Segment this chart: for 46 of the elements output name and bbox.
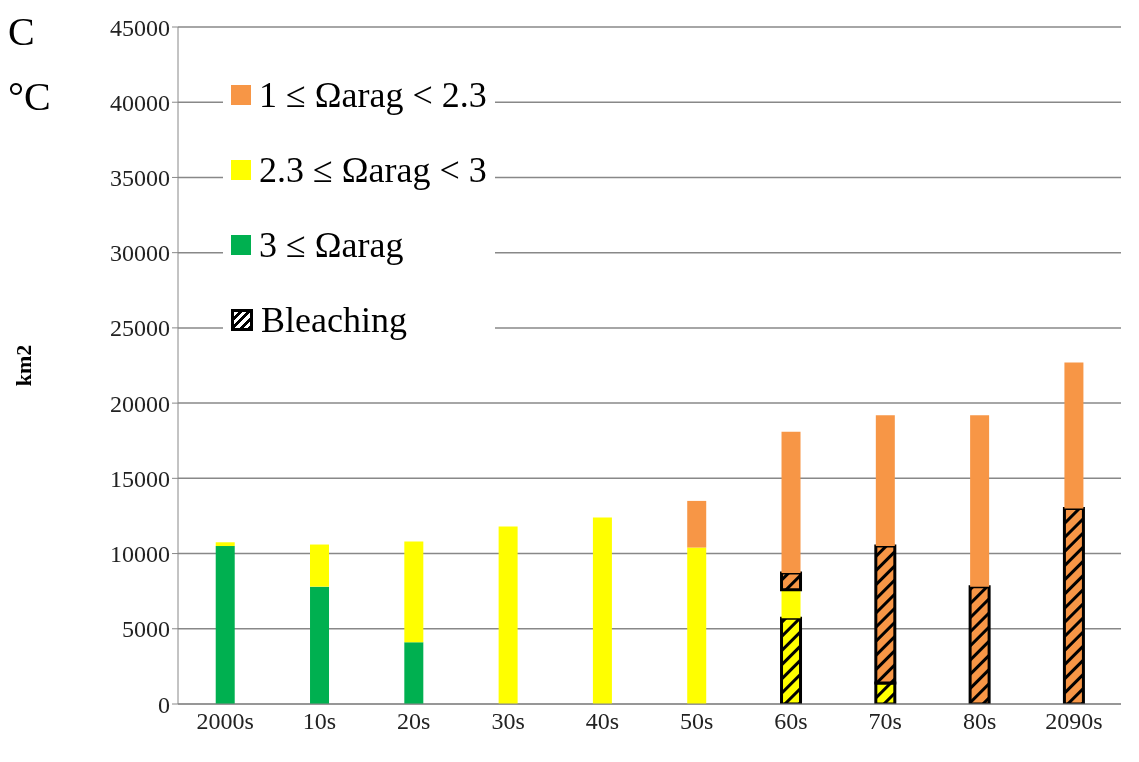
y-tick-label: 25000	[110, 315, 170, 342]
bar	[310, 544, 330, 587]
legend-label: Bleaching	[261, 298, 407, 341]
y-tick-label: 45000	[110, 14, 170, 41]
x-tick-label: 20s	[397, 708, 431, 735]
bar	[592, 517, 612, 704]
y-tick-label: 35000	[110, 164, 170, 191]
legend-label: 2.3 ≤ Ωarag < 3	[259, 148, 487, 191]
legend-label: 3 ≤ Ωarag	[259, 223, 404, 266]
x-tick-label: 50s	[679, 708, 714, 735]
bar	[1064, 362, 1084, 509]
x-tick-label: 30s	[491, 708, 525, 735]
bar	[215, 546, 235, 704]
y-tick-label: 0	[158, 691, 170, 718]
bar	[215, 542, 235, 547]
bar	[970, 415, 990, 587]
bar	[1062, 506, 1085, 704]
bar	[310, 586, 330, 704]
text: C	[8, 9, 35, 54]
y-tick-label: 5000	[122, 616, 170, 643]
y-tick-label: 40000	[110, 89, 170, 116]
x-tick-label: 2000s	[196, 708, 254, 735]
x-tick-label: 80s	[962, 708, 997, 735]
bar	[780, 616, 803, 704]
bar	[404, 642, 424, 704]
x-tick-label: 40s	[585, 708, 620, 735]
bar	[781, 431, 801, 574]
x-tick-label: 70s	[868, 708, 902, 735]
y-tick-label: 30000	[110, 240, 170, 267]
x-tick-label: 60s	[774, 708, 808, 735]
x-tick-label: 2090s	[1045, 708, 1103, 735]
bar	[968, 585, 991, 704]
y-tick-label: 20000	[110, 390, 170, 417]
y-axis-title: km2	[10, 344, 36, 387]
y-tick-label: 15000	[110, 465, 170, 492]
bar	[687, 500, 707, 548]
bar	[875, 415, 895, 547]
bar	[781, 589, 801, 619]
x-tick-label: 10s	[302, 708, 337, 735]
bar	[498, 526, 518, 704]
bar	[780, 571, 803, 592]
bar	[404, 541, 424, 643]
legend-label: 1 ≤ Ωarag < 2.3	[259, 73, 487, 116]
bar	[687, 547, 707, 704]
text: °C	[8, 74, 51, 119]
y-tick-label: 10000	[110, 541, 170, 568]
